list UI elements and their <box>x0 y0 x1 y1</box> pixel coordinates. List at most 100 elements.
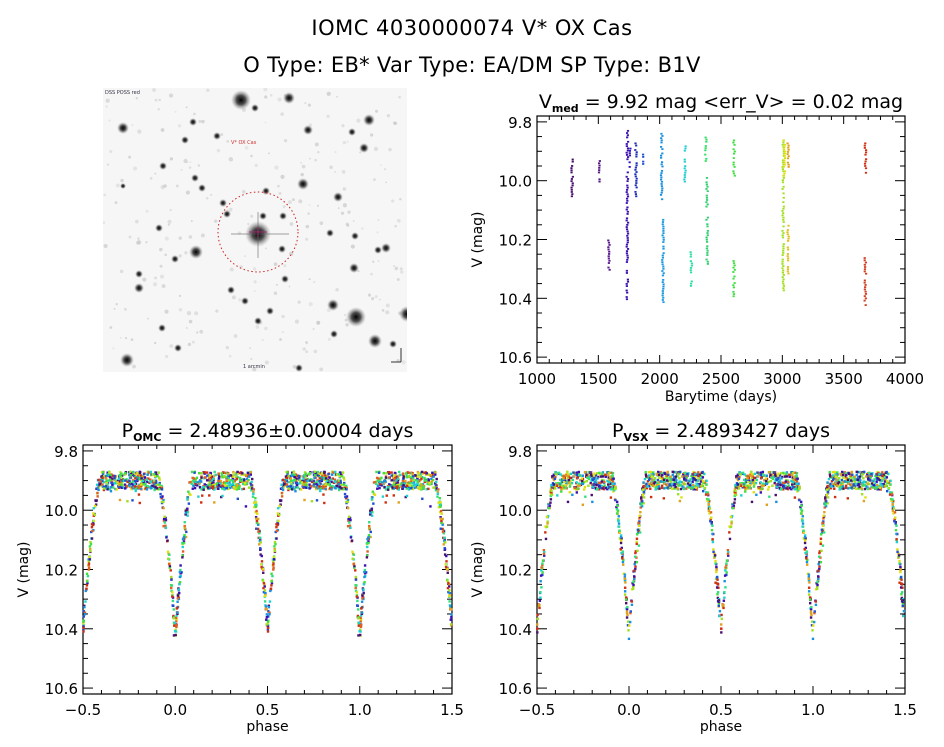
sky-noise <box>231 295 236 300</box>
y-axis-label: V (mag) <box>16 541 32 597</box>
data-point <box>701 476 705 479</box>
data-point <box>275 525 278 529</box>
data-point <box>591 478 595 481</box>
sky-noise <box>253 280 257 284</box>
data-point <box>437 505 441 509</box>
data-point <box>539 579 542 583</box>
data-point <box>601 472 604 475</box>
sky-noise <box>135 219 139 224</box>
data-point <box>672 478 676 482</box>
data-point <box>624 602 628 605</box>
data-point <box>160 500 164 504</box>
data-point <box>645 482 648 486</box>
data-point <box>601 475 605 478</box>
data-point <box>250 483 253 487</box>
sky-noise <box>376 231 379 234</box>
data-point <box>96 495 99 498</box>
x-tick-label: 1000 <box>518 370 556 388</box>
data-point <box>653 478 656 481</box>
data-point <box>665 479 669 482</box>
sky-noise <box>393 265 395 267</box>
data-point <box>328 481 331 485</box>
data-point <box>781 258 784 261</box>
data-point <box>791 480 795 484</box>
sky-noise <box>375 109 379 113</box>
data-point <box>303 473 306 477</box>
data-point <box>561 486 564 489</box>
data-point <box>662 272 665 275</box>
data-point <box>254 497 257 500</box>
data-point <box>855 470 858 474</box>
data-point <box>416 482 419 486</box>
data-point <box>575 491 579 494</box>
data-point <box>607 476 610 479</box>
data-point <box>97 486 101 489</box>
data-point <box>553 477 557 481</box>
data-point <box>245 474 248 477</box>
sky-noise <box>264 360 269 365</box>
data-point <box>203 476 207 479</box>
data-point <box>268 600 272 603</box>
data-point <box>152 479 156 482</box>
data-point <box>792 479 796 482</box>
data-point <box>599 475 603 478</box>
data-point <box>840 482 843 485</box>
sky-noise <box>377 260 380 262</box>
data-point <box>421 483 425 486</box>
data-point <box>802 537 806 540</box>
data-point <box>689 478 692 481</box>
sky-noise <box>196 331 199 334</box>
data-point <box>343 492 347 496</box>
data-point <box>200 488 203 491</box>
data-point <box>668 484 671 487</box>
data-point <box>602 480 606 484</box>
sky-noise <box>169 344 174 348</box>
sky-noise <box>304 102 307 105</box>
data-point <box>187 490 190 493</box>
data-point <box>800 518 804 521</box>
data-point <box>616 509 620 512</box>
data-point <box>733 143 736 146</box>
data-point <box>581 479 584 483</box>
data-point <box>782 218 785 221</box>
data-point <box>541 563 544 567</box>
data-point <box>626 232 630 235</box>
data-point <box>661 189 664 192</box>
data-point <box>871 486 875 489</box>
sky-noise <box>188 235 193 239</box>
data-point <box>448 585 451 588</box>
data-point <box>437 488 440 491</box>
star <box>181 136 189 144</box>
data-point <box>818 550 822 553</box>
data-point <box>875 476 878 480</box>
data-point <box>120 483 123 486</box>
data-point <box>183 533 186 537</box>
data-point <box>800 504 803 507</box>
data-point <box>626 136 629 139</box>
data-point <box>623 573 627 576</box>
data-point <box>405 474 408 477</box>
data-point <box>205 479 209 482</box>
data-point <box>866 481 869 484</box>
data-point <box>753 483 756 486</box>
data-point <box>896 548 899 551</box>
data-point <box>765 479 768 483</box>
data-point <box>887 472 890 476</box>
data-point <box>803 535 807 539</box>
sky-noise <box>124 337 128 340</box>
data-point <box>662 267 665 270</box>
data-point <box>88 556 91 559</box>
data-point <box>660 132 663 135</box>
data-point <box>312 479 316 483</box>
y-tick-label: 10.2 <box>499 232 532 250</box>
data-point <box>189 493 192 497</box>
data-point <box>82 622 85 626</box>
data-point <box>356 599 359 603</box>
data-point <box>783 150 787 153</box>
data-point <box>215 485 219 488</box>
data-point <box>749 474 753 478</box>
data-point <box>105 477 108 480</box>
sky-noise <box>313 349 318 354</box>
data-point <box>262 571 265 574</box>
data-point <box>782 174 786 177</box>
